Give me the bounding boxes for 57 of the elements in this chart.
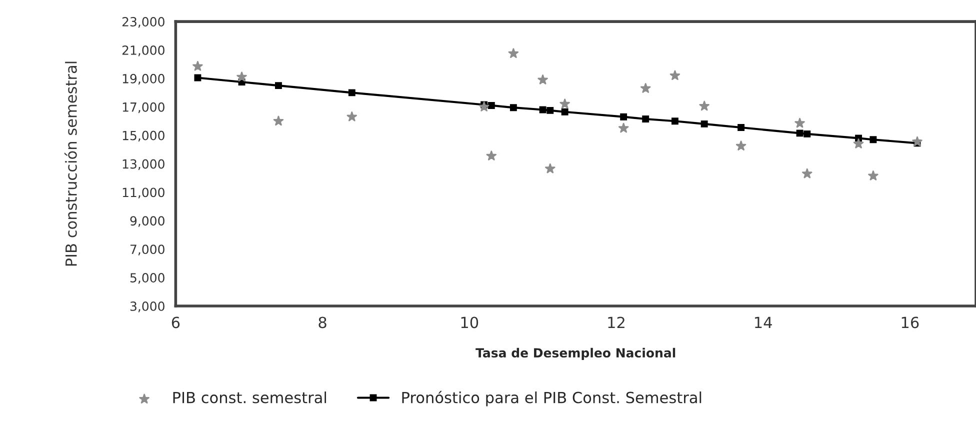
y-tick-label: 11,000 bbox=[122, 188, 164, 198]
point bbox=[275, 82, 282, 90]
point bbox=[794, 118, 805, 128]
legend-label: PIB const. semestral bbox=[173, 391, 326, 404]
point bbox=[346, 111, 358, 122]
point bbox=[194, 74, 202, 82]
x-tick-label: 12 bbox=[608, 316, 624, 328]
point bbox=[640, 83, 651, 93]
point bbox=[478, 102, 490, 112]
y-tick-label: 17,000 bbox=[122, 102, 164, 114]
point bbox=[804, 130, 811, 138]
point bbox=[699, 100, 710, 111]
x-axis-title: Tasa de Desempleo Nacional bbox=[476, 348, 676, 360]
y-tick-label: 7,000 bbox=[130, 244, 164, 256]
point bbox=[348, 89, 356, 96]
point bbox=[546, 106, 554, 114]
point bbox=[561, 108, 568, 116]
point bbox=[273, 116, 284, 126]
point bbox=[192, 61, 203, 71]
y-tick-label: 5,000 bbox=[130, 273, 164, 284]
point bbox=[642, 116, 650, 122]
point bbox=[670, 70, 680, 80]
point bbox=[868, 170, 878, 180]
x-tick-label: 16 bbox=[902, 316, 919, 328]
point bbox=[620, 113, 628, 120]
point bbox=[700, 120, 708, 128]
point bbox=[870, 136, 877, 144]
point bbox=[671, 118, 678, 125]
point bbox=[853, 138, 864, 148]
y-tick-label: 21,000 bbox=[122, 45, 164, 56]
point bbox=[486, 150, 497, 160]
y-tick-label: 3,000 bbox=[130, 301, 164, 312]
point bbox=[560, 98, 570, 109]
y-tick-label: 15,000 bbox=[122, 130, 164, 142]
point bbox=[539, 106, 546, 114]
y-tick-label: 23,000 bbox=[122, 17, 164, 28]
point bbox=[510, 104, 517, 112]
point bbox=[618, 122, 629, 133]
point bbox=[738, 124, 745, 131]
y-tick-label: 19,000 bbox=[122, 74, 164, 85]
x-tick-label: 6 bbox=[172, 316, 180, 328]
x-tick-label: 8 bbox=[318, 316, 326, 328]
point bbox=[545, 163, 556, 174]
y-tick-label: 13,000 bbox=[122, 159, 164, 170]
point bbox=[912, 136, 922, 146]
point bbox=[736, 140, 746, 150]
y-tick-label: 9,000 bbox=[130, 216, 164, 227]
x-tick-label: 14 bbox=[755, 316, 772, 328]
y-axis-title: PIB construcción semestral bbox=[64, 62, 77, 266]
point bbox=[488, 102, 495, 109]
point bbox=[236, 72, 247, 82]
point bbox=[508, 48, 519, 58]
x-tick-label: 10 bbox=[461, 316, 478, 328]
legend-label: Pronóstico para el PIB Const. Semestral bbox=[402, 390, 702, 406]
point bbox=[796, 130, 804, 137]
point bbox=[538, 74, 548, 84]
point bbox=[802, 168, 812, 178]
